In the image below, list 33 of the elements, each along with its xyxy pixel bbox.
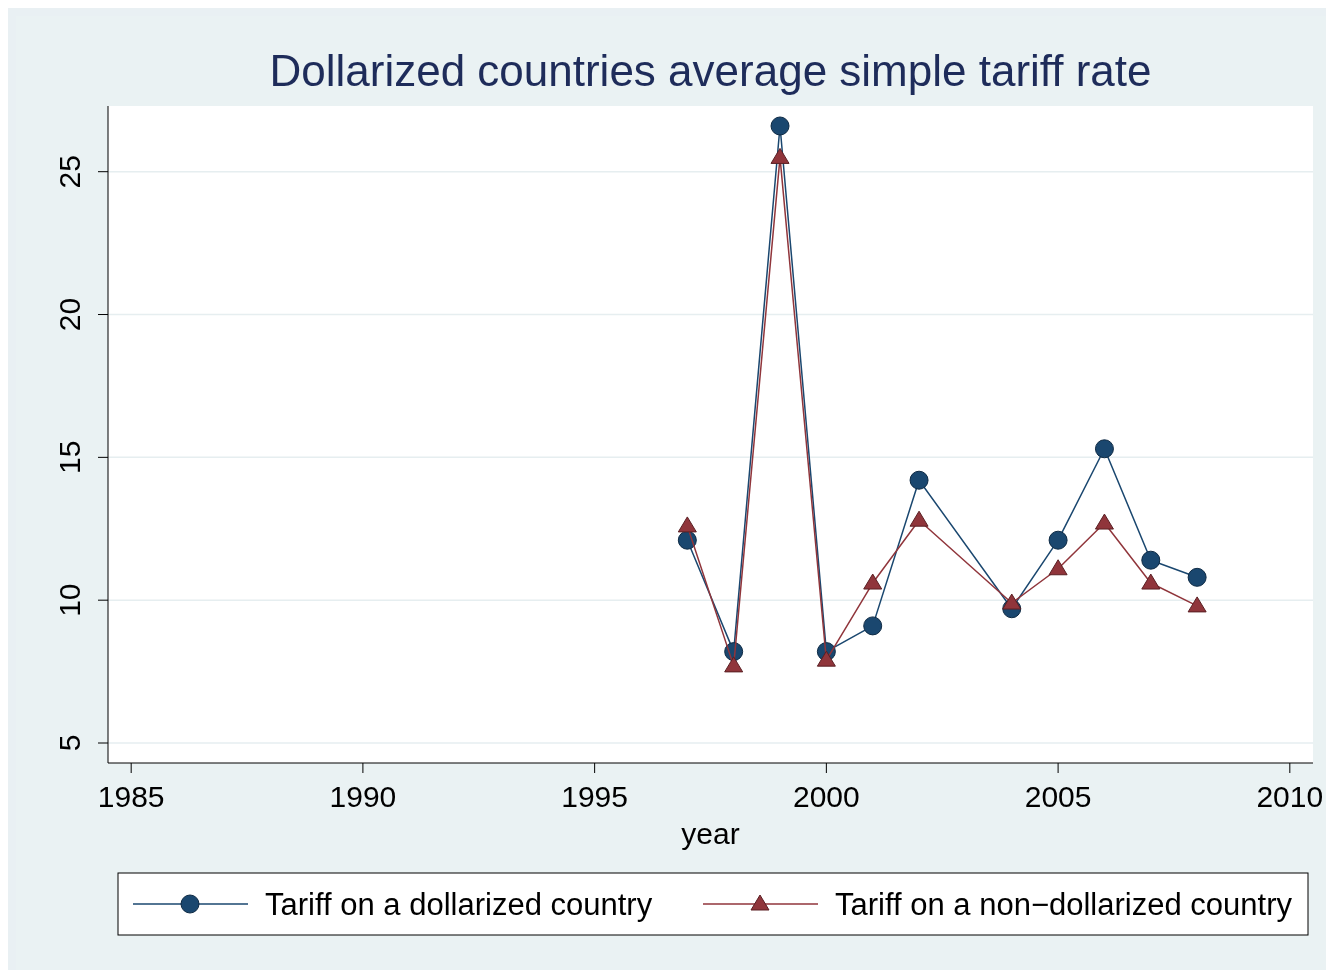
y-tick-label: 10 [53, 583, 86, 617]
legend-label: Tariff on a dollarized country [265, 887, 653, 922]
point [770, 116, 790, 136]
point [863, 573, 883, 590]
y-tick-label: 20 [53, 297, 86, 332]
x-tick-label: 1985 [97, 780, 165, 813]
point [1187, 567, 1207, 587]
y-tick-label: 25 [53, 155, 86, 189]
point [1048, 559, 1068, 576]
x-tick-label: 2010 [1256, 780, 1324, 813]
x-tick-label: 2000 [792, 780, 860, 813]
x-axis-title: year [681, 817, 740, 850]
point [1094, 513, 1114, 530]
point [1141, 550, 1161, 570]
point [770, 147, 790, 164]
point [1048, 530, 1068, 550]
point [1002, 593, 1022, 610]
point [909, 470, 929, 490]
x-tick-label: 1995 [561, 780, 629, 813]
point [724, 656, 744, 673]
y-tick-label: 5 [53, 734, 86, 752]
point [863, 616, 883, 636]
x-tick-label: 1990 [329, 780, 397, 813]
point [677, 516, 697, 533]
y-tick-label: 15 [53, 440, 86, 475]
chart-title: Dollarized countries average simple tariff rate [269, 46, 1152, 95]
point [1141, 573, 1161, 590]
point [1094, 439, 1114, 459]
point [816, 650, 836, 667]
point [1187, 596, 1207, 613]
legend-label: Tariff on a non−dollarized country [835, 887, 1293, 922]
x-tick-label: 2005 [1024, 780, 1092, 813]
point [909, 510, 929, 527]
